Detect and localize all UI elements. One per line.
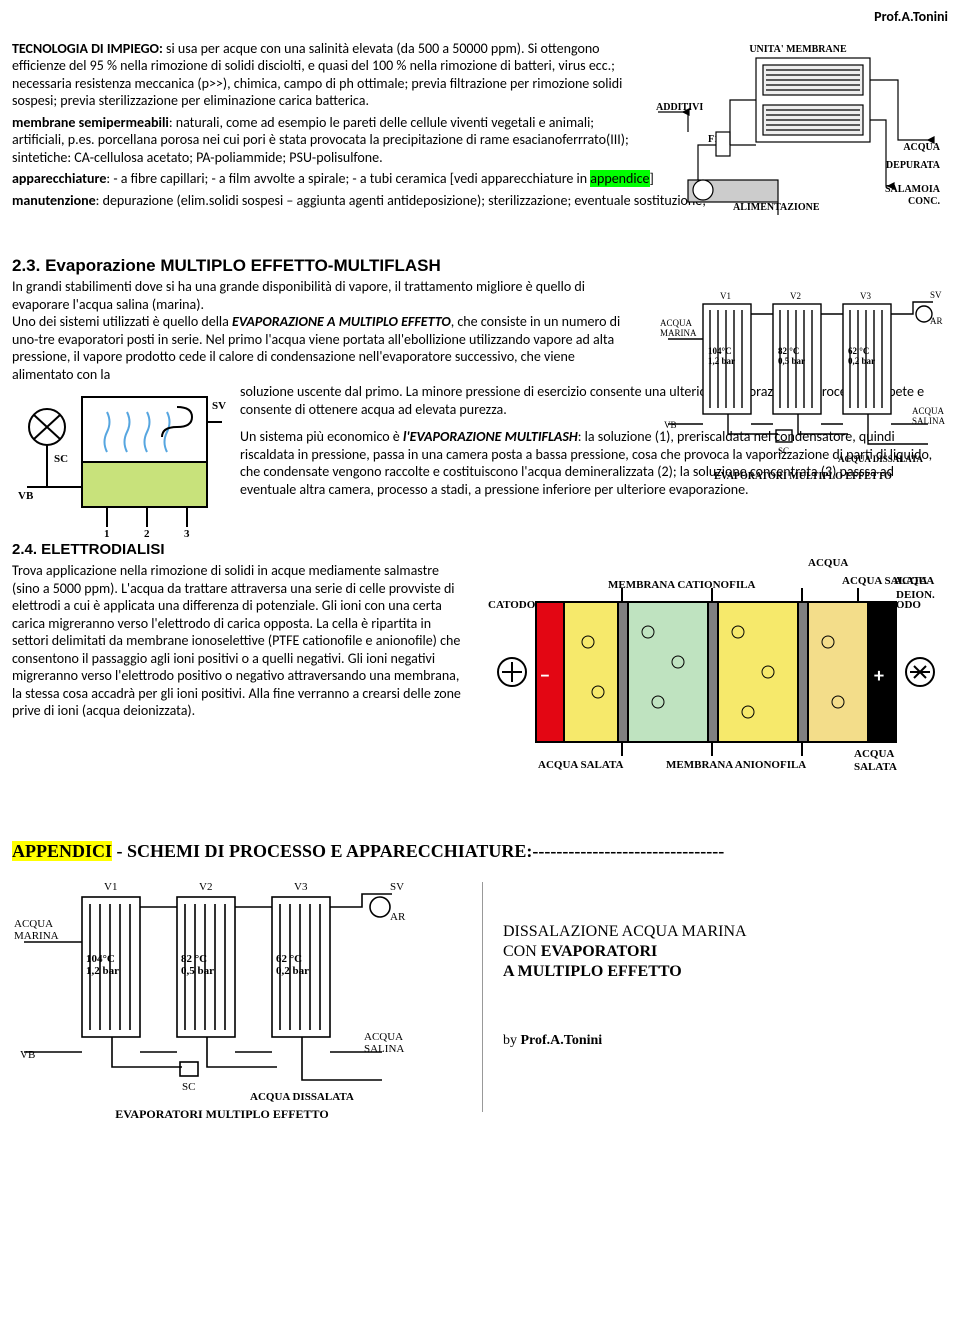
by-author: Prof.A.Tonini <box>521 1033 603 1048</box>
lbl-membrana-cat: MEMBRANA CATIONOFILA <box>608 579 755 591</box>
appx-l1: DISSALAZIONE ACQUA MARINA <box>503 922 747 942</box>
lbl-acqua: ACQUA <box>903 142 940 153</box>
lbl-sv: SV <box>930 290 942 300</box>
lbl-acqua-marina-2: MARINA <box>660 328 697 338</box>
lbl-acqua-salina-2: SALINA <box>912 416 945 426</box>
s1-paragraph-1: TECNOLOGIA DI IMPIEGO: si usa per acque … <box>12 40 632 110</box>
lbl-sc: SC <box>54 453 68 465</box>
a-vb: VB <box>20 1049 35 1061</box>
lbl-acqua-br-2: SALATA <box>854 761 897 773</box>
lbl-vb: VB <box>18 490 34 502</box>
lbl-3: 3 <box>184 528 190 537</box>
lbl-p1: 1,2 bar <box>708 356 735 366</box>
s2-p2a: Uno dei sistemi utilizzati è quello dell… <box>12 313 232 330</box>
section-evaporazione: In grandi stabilimenti dove si ha una gr… <box>12 278 948 498</box>
appendice-link: appendice <box>590 170 649 187</box>
appendix-title: APPENDICI - SCHEMI DI PROCESSO E APPAREC… <box>12 840 948 863</box>
appendix-right-text: DISSALAZIONE ACQUA MARINA CON EVAPORATOR… <box>503 872 747 1050</box>
s3-paragraph: Trova applicazione nella rimozione di so… <box>12 562 462 720</box>
lbl-p3: 0,2 bar <box>848 356 875 366</box>
lbl-sc: SC <box>778 446 789 456</box>
lbl-catodo: CATODO <box>488 599 536 611</box>
s1-mid-3: : - a fibre capillari; - a film avvolte … <box>106 170 590 187</box>
a-v1: V1 <box>104 881 117 893</box>
a-as2: SALINA <box>364 1043 404 1055</box>
a-p2: 0,5 bar <box>181 965 214 977</box>
a-sv: SV <box>390 881 404 893</box>
s2-p3b: l'EVAPORAZIONE MULTIFLASH <box>403 428 578 445</box>
s1-lead-4: manutenzione <box>12 192 96 209</box>
lbl-depurata: DEPURATA <box>886 160 941 171</box>
fig-membrane-unit: UNITA' MEMBRANE ADDITIVI F1 ALIMENTAZION… <box>648 40 948 230</box>
lbl-t2: 82 °C <box>778 346 799 356</box>
by-line: by Prof.A.Tonini <box>503 1032 747 1050</box>
lbl-alimentazione: ALIMENTAZIONE <box>733 202 820 213</box>
a-t3: 62 °C <box>276 953 302 965</box>
s1-lead-2: membrane semipermeabili <box>12 114 169 131</box>
lbl-unita: UNITA' MEMBRANE <box>749 44 847 55</box>
appendix-hl: APPENDICI <box>12 841 112 861</box>
lbl-conc: CONC. <box>908 196 940 207</box>
a-p1: 1,2 bar <box>86 965 119 977</box>
lbl-acqua-salata-bl: ACQUA SALATA <box>538 759 624 771</box>
lbl-t1: 104°C <box>708 346 732 356</box>
lbl-acqua-deion-1: ACQUA <box>894 575 934 587</box>
s1-paragraph-2: membrane semipermeabili: naturali, come … <box>12 114 632 167</box>
lbl-v1: V1 <box>720 291 731 301</box>
s2-p3a: Un sistema più economico è <box>240 428 403 445</box>
a-caption: EVAPORATORI MULTIPLO EFFETTO <box>115 1107 328 1121</box>
a-v3: V3 <box>294 881 308 893</box>
caption-evaporatori: EVAPORATORI MULTIPLO EFFETTO <box>714 471 892 482</box>
fig-evaporatori-appendix: V1 V2 V3 SV AR ACQUA MARINA 104°C 1,2 ba… <box>12 872 432 1122</box>
lbl-t3: 62 °C <box>848 346 869 356</box>
section-elettrodialisi: Trova applicazione nella rimozione di so… <box>12 562 948 720</box>
s1-lead-3: apparecchiature <box>12 170 106 187</box>
lbl-additivi: ADDITIVI <box>656 102 703 113</box>
a-t2: 82 °C <box>181 953 207 965</box>
fig-elettrodialisi: ACQUA ACQUA SALATA ACQUA DEION. CATODO A… <box>478 552 948 782</box>
lbl-acqua-top: ACQUA <box>808 557 848 569</box>
page-author: Prof.A.Tonini <box>12 8 948 26</box>
s2-p1: In grandi stabilimenti dove si ha una gr… <box>12 278 585 313</box>
a-am1: ACQUA <box>14 918 53 930</box>
heading-2-3: 2.3. Evaporazione MULTIPLO EFFETTO-MULTI… <box>12 255 948 276</box>
a-ar: AR <box>390 911 406 923</box>
lbl-ar: AR <box>930 316 943 326</box>
lbl-sv: SV <box>212 400 226 412</box>
lbl-p2: 0,5 bar <box>778 356 805 366</box>
appx-l2a: CON <box>503 943 541 960</box>
a-t1: 104°C <box>86 953 115 965</box>
lbl-1: 1 <box>104 528 110 537</box>
lbl-acqua-br-1: ACQUA <box>854 748 894 760</box>
appendix-rest: - SCHEMI DI PROCESSO E APPARECCHIATURE:-… <box>112 841 724 861</box>
a-sc: SC <box>182 1081 195 1093</box>
lbl-acqua-dissalata: ACQUA DISSALATA <box>838 454 923 464</box>
a-v2: V2 <box>199 881 212 893</box>
svg-text:−: − <box>540 664 550 688</box>
svg-text:+: + <box>874 664 884 688</box>
fig-evaporatori-multiplo: V1 V2 V3 SV AR ACQUA MARINA 104°C 1,2 ba… <box>658 284 948 484</box>
lbl-membrana-ani: MEMBRANA ANIONOFILA <box>666 759 806 771</box>
appx-l2b: EVAPORATORI <box>541 943 657 960</box>
appendix-divider <box>482 882 483 1112</box>
a-p3: 0,2 bar <box>276 965 309 977</box>
lbl-acqua-marina-1: ACQUA <box>660 318 693 328</box>
s1-lead-1: TECNOLOGIA DI IMPIEGO: <box>12 40 163 57</box>
s2-p2b: EVAPORAZIONE A MULTIPLO EFFETTO <box>232 313 451 330</box>
appendix-row: V1 V2 V3 SV AR ACQUA MARINA 104°C 1,2 ba… <box>12 872 948 1122</box>
lbl-acqua-salina-1: ACQUA <box>912 406 945 416</box>
a-ad: ACQUA DISSALATA <box>250 1091 354 1103</box>
fig-multiflash-small: VB SC SV 1 2 3 <box>12 387 227 537</box>
lbl-v3: V3 <box>860 291 871 301</box>
a-am2: MARINA <box>14 930 59 942</box>
section-tecnologia-impiego: TECNOLOGIA DI IMPIEGO: si usa per acque … <box>12 40 948 210</box>
lbl-vb: VB <box>664 420 677 430</box>
appx-l3: A MULTIPLO EFFETTO <box>503 963 682 980</box>
lbl-v2: V2 <box>790 291 801 301</box>
s1-rest-4: : depurazione (elim.solidi sospesi – agg… <box>96 192 706 209</box>
a-as1: ACQUA <box>364 1031 403 1043</box>
appendix-fig-col: V1 V2 V3 SV AR ACQUA MARINA 104°C 1,2 ba… <box>12 872 442 1122</box>
lbl-2: 2 <box>144 528 150 537</box>
